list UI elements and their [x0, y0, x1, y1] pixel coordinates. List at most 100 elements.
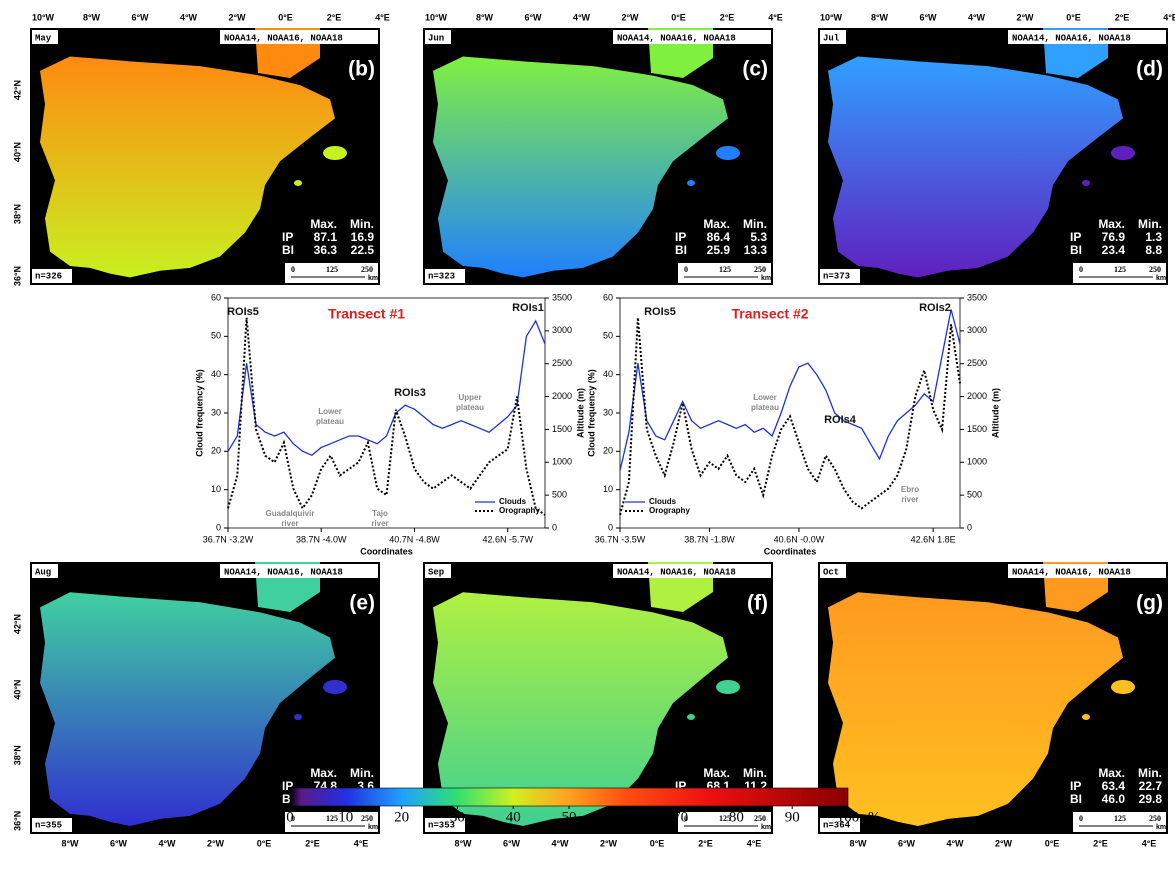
scale-label: 125 [719, 265, 731, 274]
panel-letter: (f) [747, 592, 768, 615]
y-tick-label: 40 [211, 369, 221, 379]
sample-count: n=326 [35, 271, 62, 281]
annotation: ROIs2 [919, 302, 951, 314]
y-tick-label: 40 [603, 369, 613, 379]
scale-label: 0 [684, 265, 688, 274]
colorbar-tick-label: 100 [837, 809, 860, 825]
longitude-label: 6°W [131, 12, 149, 22]
stats-cell: 36.3 [314, 243, 338, 257]
panel-letter: (e) [349, 592, 375, 615]
y2-tick-label: 0 [967, 522, 972, 532]
y-tick-label: 60 [603, 292, 613, 302]
longitude-label: 0°E [650, 838, 665, 848]
stats-header: Min. [1138, 766, 1162, 780]
sensors: NOAA14, NOAA16, NOAA18 [1012, 33, 1131, 43]
longitude-label: 0°E [1066, 12, 1081, 22]
y2-tick-label: 500 [967, 490, 982, 500]
annotation: plateau [751, 403, 779, 412]
balearic-island [687, 180, 695, 186]
stats-row-label: IP [1070, 779, 1081, 793]
n-box [425, 818, 465, 832]
month: May [35, 33, 52, 43]
longitude-label: 10°W [425, 12, 448, 22]
longitude-label: 10°W [820, 12, 843, 22]
longitude-label: 8°W [871, 12, 889, 22]
stats-header: Min. [350, 217, 374, 231]
scale-label: 0 [291, 265, 295, 274]
longitude-label: 4°E [1163, 12, 1175, 22]
y-tick-label: 50 [211, 331, 221, 341]
balearic-island [323, 146, 347, 160]
x-tick-label: 36.7N -3.2W [203, 534, 254, 544]
longitude-label: 6°W [110, 838, 128, 848]
map-panel: Aug NOAA14, NOAA16, NOAA18(e)Max. Min.IP 74… [30, 562, 380, 834]
longitude-label: 0°E [1045, 838, 1060, 848]
scale-box [285, 812, 378, 832]
y-tick-label: 20 [603, 446, 613, 456]
month-box [425, 30, 451, 44]
x-tick-label: 36.7N -3.5W [595, 534, 646, 544]
iberia [40, 592, 335, 826]
longitude-label: 8°W [454, 838, 472, 848]
stats-cell: 13.3 [744, 243, 768, 257]
annotation: Ebro [901, 485, 919, 494]
panel-letter: (d) [1136, 58, 1163, 81]
y-axis-label: Cloud frequency (%) [586, 369, 596, 457]
sensors: NOAA14, NOAA16, NOAA18 [224, 33, 343, 43]
n-box [32, 818, 72, 832]
month-box [32, 30, 58, 44]
longitude-label: 8°W [476, 12, 494, 22]
balearic-island [294, 714, 302, 720]
month: Sep [428, 567, 444, 577]
annotation: ROIs5 [227, 306, 259, 318]
n-box [425, 269, 465, 283]
longitude-label: 2°E [1115, 12, 1130, 22]
stats-row-label: BI [282, 243, 294, 257]
longitude-label: 6°W [898, 838, 916, 848]
series-line [227, 319, 546, 456]
stats-header: Max. [1098, 766, 1125, 780]
colorbar [289, 787, 849, 807]
scale-unit: km [761, 824, 771, 831]
sensor-box [613, 564, 771, 578]
stats-header: Max. [310, 766, 337, 780]
longitude-label: 2°W [228, 12, 246, 22]
balearic-island [1082, 714, 1090, 720]
map-panel: Jun NOAA14, NOAA16, NOAA18 (c) Max. Min. IP 86… [423, 28, 773, 285]
longitude-label: 4°W [573, 12, 591, 22]
colorbar-tick-label: 30 [450, 809, 465, 825]
annotation: Lower [753, 393, 777, 402]
latitude-label: 38°N [12, 204, 22, 224]
sensors: NOAA14, NOAA16, NOAA18 [617, 567, 736, 577]
annotation: plateau [456, 403, 484, 412]
latitude-label: 40°N [12, 680, 22, 700]
balearic-island [1111, 146, 1135, 160]
y2-tick-label: 3000 [552, 325, 572, 335]
chart-title: Transect #2 [731, 306, 808, 322]
stats-header: Min. [350, 766, 374, 780]
x-axis-label: Coordinates [360, 546, 413, 556]
sensor-box [220, 564, 378, 578]
longitude-label: 4°E [768, 12, 783, 22]
stats-header: Max. [703, 766, 730, 780]
annotation: Tajo [372, 509, 388, 518]
y2-tick-label: 1000 [967, 457, 987, 467]
stats-header: Min. [743, 766, 767, 780]
sensors: NOAA14, NOAA16, NOAA18 [224, 567, 343, 577]
map-panel: Oct NOAA14, NOAA16, NOAA18 (g) Max. Min. IP 63… [818, 562, 1168, 834]
series-line [227, 317, 546, 516]
longitude-label: 10°W [32, 12, 55, 22]
iberia [433, 592, 728, 826]
colorbar-tick-label: 60 [617, 809, 632, 825]
panel-letter: (g) [1136, 592, 1163, 615]
stats-cell: 16.9 [351, 230, 375, 244]
iberia [40, 56, 335, 278]
stats-cell: 63.4 [1102, 779, 1126, 793]
scale-unit: km [761, 275, 771, 282]
balearic-island [1111, 680, 1135, 694]
annotation: ROIs1 [512, 302, 544, 314]
x-tick-label: 40.6N -0.0W [774, 534, 825, 544]
y-tick-label: 30 [211, 407, 221, 417]
y-tick-label: 50 [603, 331, 613, 341]
